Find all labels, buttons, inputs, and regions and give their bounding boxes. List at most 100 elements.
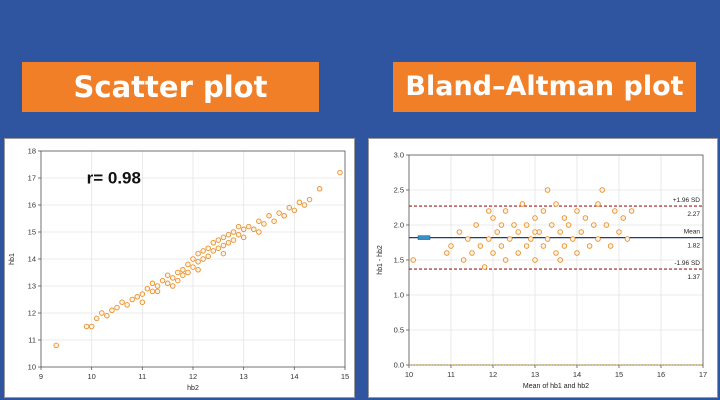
data-point xyxy=(220,242,227,249)
data-point xyxy=(129,296,135,303)
y-axis-label: hb1 xyxy=(9,253,16,265)
y-tick-label: 15 xyxy=(28,228,36,237)
data-point xyxy=(553,201,559,207)
data-point xyxy=(240,234,247,241)
data-point xyxy=(205,253,211,260)
data-point xyxy=(175,269,181,276)
scatter-plot-chart: 9 10 11 12 13 14 15101112131415161718hb2hb1r= … xyxy=(9,147,349,393)
data-point xyxy=(169,283,176,289)
y-tick-label: 3.0 xyxy=(394,151,404,160)
data-point xyxy=(565,222,572,228)
data-point xyxy=(477,243,484,249)
y-tick-label: 11 xyxy=(28,336,36,345)
data-point xyxy=(544,236,551,242)
data-point xyxy=(175,277,181,284)
data-point xyxy=(486,236,492,242)
data-point xyxy=(557,229,563,235)
data-point xyxy=(164,280,171,287)
data-point xyxy=(306,196,313,203)
scatter-plot-title-banner: Scatter plot xyxy=(22,62,319,112)
data-point xyxy=(139,299,146,305)
data-point xyxy=(53,342,59,349)
data-point xyxy=(99,310,105,316)
data-point xyxy=(210,248,217,254)
data-point xyxy=(578,229,584,235)
data-point xyxy=(159,277,166,284)
data-point xyxy=(515,250,521,256)
data-point xyxy=(570,236,576,242)
scatter-plot-panel: 9 10 11 12 13 14 15 10 11 12 13 14 15 16 17 18 hb2 hb1 r= … xyxy=(4,138,355,398)
data-point xyxy=(502,257,509,263)
data-point xyxy=(235,223,242,230)
y-axis-label: hb1 - hb2 xyxy=(377,245,384,275)
data-point xyxy=(276,210,282,216)
data-point xyxy=(498,222,505,228)
data-point xyxy=(154,283,161,289)
x-tick-label: 10 xyxy=(405,370,413,379)
x-axis-label: hb2 xyxy=(187,385,199,392)
data-point xyxy=(93,315,100,322)
data-point xyxy=(612,208,618,214)
data-point xyxy=(195,267,201,273)
x-tick-label: 13 xyxy=(531,370,539,379)
data-point xyxy=(557,257,563,263)
data-point xyxy=(169,275,176,281)
data-point xyxy=(532,215,538,221)
y-tick-label: 2.5 xyxy=(394,186,404,195)
data-point xyxy=(185,261,191,268)
data-point xyxy=(104,312,110,319)
x-tick-label: 13 xyxy=(239,372,247,381)
data-point xyxy=(195,250,201,257)
data-point xyxy=(134,294,141,300)
data-point xyxy=(180,267,186,273)
data-point xyxy=(540,208,547,214)
data-point xyxy=(540,243,547,249)
data-point xyxy=(185,269,191,276)
data-point xyxy=(286,204,293,211)
data-point xyxy=(494,229,500,235)
data-point xyxy=(149,280,156,287)
x-tick-label: 11 xyxy=(447,370,455,379)
data-point xyxy=(448,243,454,249)
data-point xyxy=(582,215,589,221)
data-point xyxy=(469,250,475,256)
data-point xyxy=(316,186,323,192)
data-point xyxy=(595,236,601,242)
data-point xyxy=(251,226,257,233)
data-point xyxy=(154,288,161,295)
data-point xyxy=(507,236,513,242)
data-point xyxy=(337,169,343,176)
data-point xyxy=(498,243,505,249)
x-tick-label: 10 xyxy=(87,372,95,381)
reference-line-value: 1.37 xyxy=(687,274,700,281)
data-point xyxy=(200,248,206,254)
data-point xyxy=(220,250,227,257)
data-point xyxy=(230,237,237,243)
data-point xyxy=(180,272,186,278)
data-point xyxy=(190,264,196,270)
data-point xyxy=(149,288,156,295)
data-point xyxy=(624,236,631,242)
data-point xyxy=(553,250,559,256)
data-point xyxy=(230,229,237,235)
data-point xyxy=(296,199,303,206)
data-point xyxy=(410,257,416,263)
x-tick-label: 14 xyxy=(290,372,298,381)
reference-line-value: 1.82 xyxy=(687,243,700,250)
y-tick-label: 17 xyxy=(28,174,36,183)
data-point xyxy=(603,222,610,228)
data-point xyxy=(109,307,115,314)
data-point xyxy=(220,234,227,241)
data-point xyxy=(544,187,551,193)
x-axis-label: Mean of hb1 and hb2 xyxy=(523,383,589,390)
data-point xyxy=(528,236,534,242)
data-point xyxy=(599,187,605,193)
y-tick-label: 0.5 xyxy=(394,326,404,335)
data-point xyxy=(616,229,622,235)
data-point xyxy=(301,202,308,208)
data-point xyxy=(124,302,130,308)
data-point xyxy=(240,226,247,233)
data-point xyxy=(574,208,580,214)
data-point xyxy=(473,222,479,228)
y-tick-label: 2.0 xyxy=(394,221,404,230)
